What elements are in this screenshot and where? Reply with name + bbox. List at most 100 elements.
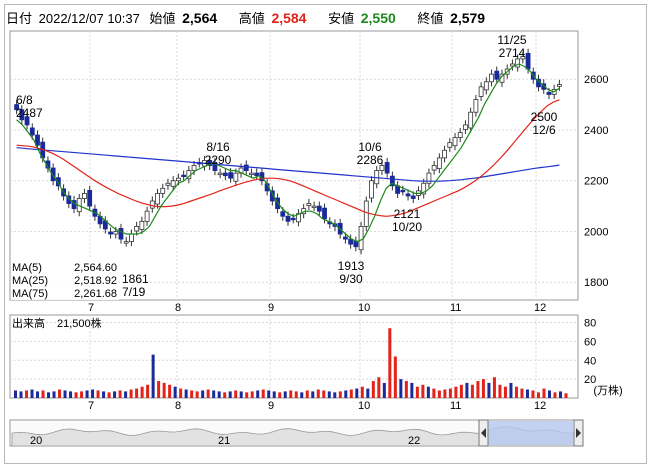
scrollbar-selection: [487, 421, 573, 445]
price-xtick-label: 7: [88, 302, 94, 314]
candle-body: [410, 195, 416, 199]
candle-body: [478, 86, 484, 97]
volume-marks: [14, 328, 568, 398]
volume-bar: [234, 390, 238, 398]
volume-bar: [135, 388, 139, 398]
candle-body: [369, 180, 374, 199]
candle-body: [233, 172, 239, 182]
volume-bar: [410, 382, 414, 398]
candle-body: [118, 228, 124, 240]
annotation-bottom: 2290: [205, 153, 232, 167]
volume-bar: [547, 390, 551, 398]
candle-body: [457, 132, 463, 138]
low-label: 安値: [328, 11, 355, 26]
volume-bar: [443, 389, 447, 398]
volume-bar: [316, 389, 320, 398]
range-scrollbar[interactable]: 20 21 22: [9, 419, 584, 447]
candle-body: [50, 167, 56, 182]
volume-value: 21,500株: [57, 316, 102, 330]
price-panel-border: [9, 30, 579, 301]
volume-xtick-label: 8: [175, 400, 181, 412]
volume-bar: [278, 392, 282, 398]
volume-bar: [536, 392, 540, 398]
candle-body: [129, 233, 134, 243]
annotation-bottom: 2714: [499, 46, 526, 60]
candle-body: [363, 200, 369, 227]
candle-body: [243, 164, 249, 171]
price-axis: 1800 2000 2200 2400 2600 7 8 9 10 11 12: [88, 74, 608, 314]
legend-series-value: 2,518.92: [74, 275, 117, 287]
volume-bar: [250, 391, 254, 398]
volume-bar: [140, 386, 144, 398]
candle-body: [556, 84, 562, 87]
annotation-top: 2121: [394, 207, 421, 221]
candle-body: [405, 193, 411, 197]
candle-body: [343, 236, 348, 240]
high-label: 高値: [238, 11, 265, 26]
volume-bar: [91, 389, 95, 398]
volume-bar: [421, 384, 425, 398]
volume-bar: [228, 391, 232, 398]
price-xtick-label: 9: [268, 302, 274, 314]
candle-body: [431, 165, 437, 171]
volume-bar: [558, 391, 562, 398]
price-ytick-label: 2400: [584, 125, 608, 137]
candle-body: [14, 104, 20, 111]
volume-bar: [531, 390, 535, 398]
volume-bar: [349, 389, 353, 398]
volume-bar: [525, 389, 529, 398]
volume-bar: [30, 389, 34, 398]
volume-bar: [542, 388, 546, 398]
candle-body: [35, 134, 40, 146]
volume-bar: [459, 384, 463, 398]
volume-bar: [267, 390, 271, 398]
volume-bar: [520, 388, 524, 398]
candle-body: [546, 92, 552, 95]
volume-bar: [283, 391, 287, 398]
volume-bar: [322, 390, 326, 398]
candle-body: [311, 205, 317, 209]
candle-body: [525, 52, 531, 70]
volume-bar: [371, 381, 375, 398]
volume-axis: 20 40 60 80 7 8 9 10 11 12 出来高 21,500株 (万株): [12, 316, 623, 412]
candle-body: [228, 172, 233, 179]
candle-body: [358, 226, 364, 251]
annotation-bottom: 12/6: [532, 123, 556, 137]
volume-bar: [190, 390, 194, 398]
volume-bar: [338, 391, 342, 398]
close-value: 2,579: [450, 10, 486, 26]
datetime-value: 2022/12/07 10:37: [38, 11, 140, 26]
candle-body: [29, 127, 35, 136]
candle-body: [322, 207, 327, 220]
volume-xtick-label: 12: [534, 400, 546, 412]
candle-body: [421, 182, 427, 195]
volume-bar: [256, 390, 260, 398]
volume-bar: [25, 390, 29, 398]
candle-body: [134, 226, 140, 232]
volume-bar: [393, 356, 397, 398]
chevron-left-icon: [481, 428, 486, 438]
volume-bar: [85, 390, 89, 398]
candle-body: [82, 193, 87, 199]
volume-bar: [151, 354, 155, 398]
volume-bar: [129, 389, 133, 398]
candle-body: [155, 193, 160, 205]
open-label: 始値: [149, 11, 176, 26]
candle-body: [468, 111, 474, 129]
candle-body: [290, 217, 296, 221]
volume-ytick-label: 40: [584, 355, 596, 367]
price-xtick-label: 8: [175, 302, 181, 314]
volume-bar: [201, 390, 205, 398]
candle-body: [212, 162, 218, 171]
price-ytick-label: 2600: [584, 74, 608, 86]
volume-bar: [47, 392, 51, 398]
volume-title: 出来高: [12, 316, 45, 330]
volume-bar: [509, 382, 513, 398]
chevron-right-icon: [576, 428, 581, 438]
volume-bar: [107, 392, 111, 398]
candle-body: [217, 172, 223, 176]
volume-bar: [300, 392, 304, 398]
volume-xtick-label: 7: [88, 400, 94, 412]
candle-body: [447, 142, 453, 148]
